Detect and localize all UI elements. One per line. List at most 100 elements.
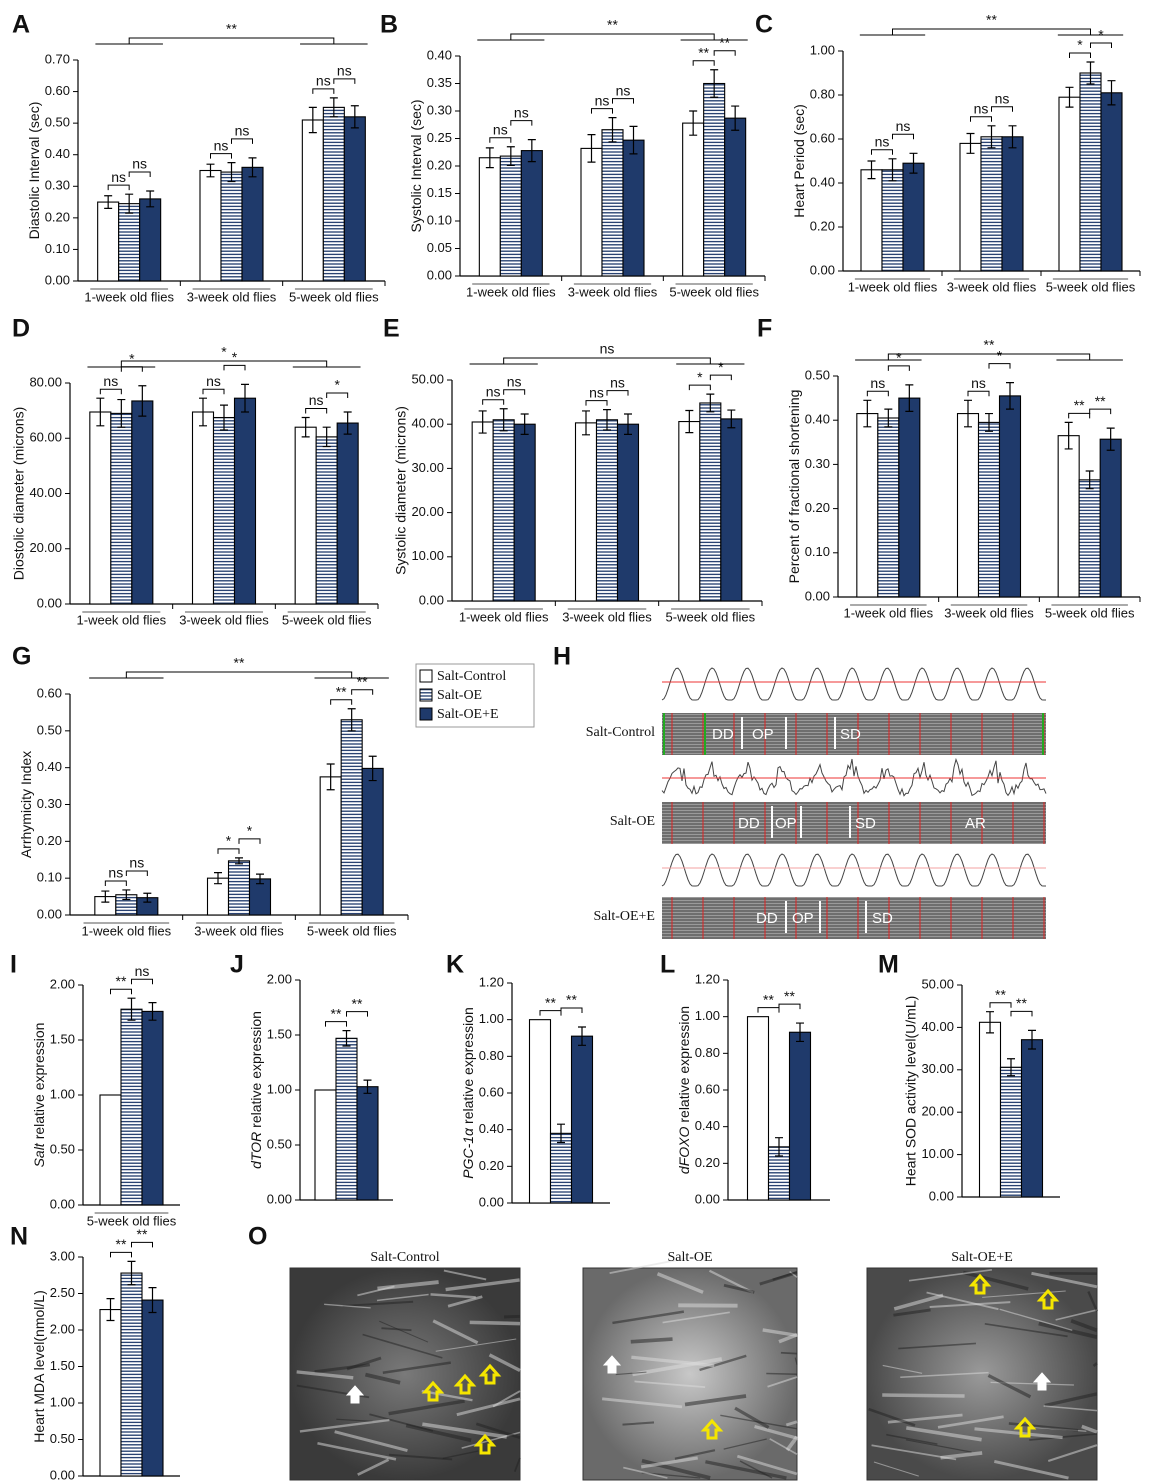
bar [493,420,514,601]
y-tick-label: 0.60 [479,1084,504,1099]
panel-letter: A [12,11,30,39]
bar [602,130,623,276]
significance-bracket [1090,409,1111,414]
y-axis-gene: PGC-1α [460,1127,476,1179]
row-label: Salt-OE [610,814,655,829]
significance-bracket [1091,43,1112,48]
significance-label: ns [316,73,331,89]
x-tick-label: 5-week old flies [666,609,756,624]
x-tick-label: 1-week old flies [82,923,172,938]
group-bracket [504,358,711,364]
bar [111,413,132,604]
bar [857,414,878,597]
significance-label: ns [870,375,885,391]
legend-label: Salt-OE+E [437,707,499,722]
bar [623,140,644,276]
y-tick-label: 0.00 [45,272,70,287]
y-tick-label: 0.20 [479,1158,504,1173]
interval-label: DD [738,815,760,832]
y-axis-label-text: Arrhymicity Index [18,751,34,858]
panel-letter: C [755,11,773,39]
interval-label: AR [965,815,986,832]
significance-label: ns [135,963,150,979]
body: {"chart_data": [ {"type": "bar", "panel"… [0,0,1151,1482]
significance-bracket [352,690,373,695]
y-axis-label: Systolic diameter (microns) [392,406,408,575]
y-tick-label: 0.60 [37,685,62,700]
bar [320,777,341,915]
significance-label: ** [1095,393,1106,409]
y-axis-label-text: relative expression [31,1023,47,1140]
bar [132,401,153,604]
y-axis-label: Percent of fractional shortening [786,390,802,584]
significance-label: ns [108,865,123,881]
y-axis-gene: Salt [31,1142,47,1167]
y-axis-label-text: Systolic Interval (sec) [408,99,424,232]
group-bracket [893,29,1091,35]
bar [725,118,746,276]
bar [193,412,214,604]
bar [316,437,337,604]
image-title: Salt-OE+E [951,1250,1013,1265]
significance-label: ** [336,683,347,699]
significance-label: * [896,350,902,366]
significance-bracket [710,375,731,380]
y-tick-label: 30.00 [921,1061,954,1076]
x-tick-label: 1-week old flies [844,605,934,620]
y-tick-label: 20.00 [411,504,444,519]
significance-bracket [100,389,121,394]
y-tick-label: 50.00 [411,371,444,386]
y-axis-label-text: Heart Period (sec) [791,104,807,218]
y-tick-label: 0.00 [50,1196,75,1211]
y-tick-label: 0.30 [427,102,452,117]
significance-bracket [990,1003,1011,1008]
significance-bracket [968,391,989,396]
legend-swatch [420,708,432,720]
bar [1101,93,1122,271]
y-tick-label: 0.00 [479,1194,504,1209]
y-tick-label: 0.60 [45,83,70,98]
bar [551,1133,572,1203]
group-significance-label: ** [607,17,618,33]
y-tick-label: 40.00 [921,1019,954,1034]
bar [704,84,725,277]
bar [242,167,263,281]
bar [341,720,362,915]
y-tick-label: 3.00 [50,1248,75,1263]
significance-bracket [218,849,239,854]
significance-label: ns [875,134,890,150]
y-tick-label: 0.60 [810,130,835,145]
x-tick-label: 5-week old flies [307,923,397,938]
texture [766,1374,797,1375]
panel-letter: O [248,1223,267,1251]
significance-bracket [239,839,260,844]
y-axis-label: Heart Period (sec) [791,104,807,218]
bar [221,172,242,281]
y-tick-label: 1.20 [695,971,720,986]
group-significance-label: ** [986,12,997,28]
panel-letter: E [383,315,400,343]
micrograph [583,1268,797,1480]
y-tick-label: 1.00 [479,1011,504,1026]
x-tick-label: 1-week old flies [848,279,938,294]
significance-label: ns [214,137,229,153]
significance-bracket [483,400,504,405]
bar [597,420,618,601]
bar [861,170,882,271]
bar [683,123,704,276]
bar [581,148,602,276]
x-tick-label: 3-week old flies [568,284,658,299]
group-bracket [126,672,351,678]
significance-label: * [718,359,724,375]
significance-bracket [121,367,142,372]
y-axis-label-text: Heart SOD activity level(U/mL) [902,996,918,1187]
y-tick-label: 60.00 [29,430,62,445]
bar [1001,1067,1022,1197]
x-tick-label: 3-week old flies [944,605,1034,620]
y-axis-label-text: relative expression [460,1007,476,1124]
significance-label: * [1077,37,1083,53]
bar [748,1017,769,1200]
y-tick-label: 0.40 [37,759,62,774]
significance-bracket [111,989,132,994]
bar [98,202,119,281]
